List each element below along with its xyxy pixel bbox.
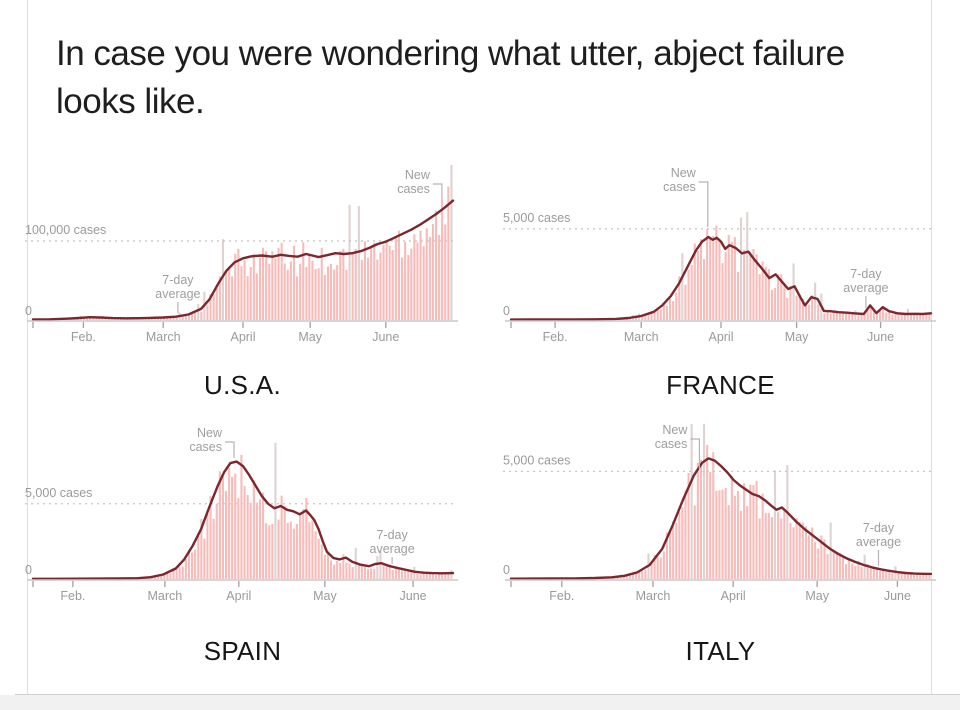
- italy-chart: 5,000 cases 0 Feb. March April May June New case…: [503, 424, 938, 667]
- x-tick-label: April: [721, 589, 746, 603]
- x-tick-label: June: [867, 330, 894, 344]
- daily-new-cases-bars: [539, 424, 931, 579]
- x-tick-label: March: [146, 330, 181, 344]
- x-tick-label: May: [785, 330, 809, 344]
- chart-canvas: 5,000 cases 0 Feb. March April May June New case…: [503, 166, 936, 344]
- france-chart: 5,000 cases 0 Feb. March April May June New case…: [503, 165, 938, 401]
- y-axis-gridline-label: 5,000 cases: [503, 453, 570, 467]
- annotation-connector: [432, 183, 443, 198]
- x-tick-label: June: [884, 589, 911, 603]
- new-cases-label: New cases: [189, 426, 223, 454]
- avg-label: 7-day average: [370, 528, 415, 556]
- chart-canvas: 100,000 cases 0 Feb. March April May June New ca…: [25, 165, 458, 344]
- x-tick-label: March: [624, 330, 659, 344]
- new-cases-label: New cases: [397, 168, 431, 196]
- annotation-connector: [690, 438, 700, 469]
- daily-new-cases-bars: [511, 212, 931, 320]
- y-axis-gridline-label: 100,000 cases: [25, 223, 106, 237]
- y-axis-zero-label: 0: [25, 304, 32, 318]
- seven-day-average-line: [31, 199, 455, 321]
- x-tick-label: April: [226, 589, 251, 603]
- avg-label: 7-day average: [856, 521, 901, 549]
- x-tick-label: April: [230, 330, 255, 344]
- y-axis-gridline-label: 5,000 cases: [503, 211, 570, 225]
- meme-caption: In case you were wondering what utter, a…: [56, 34, 845, 121]
- spain-chart: 5,000 cases 0 Feb. March April May June New case…: [25, 424, 460, 667]
- x-tick-label: Feb.: [60, 589, 85, 603]
- chart-title-france: FRANCE: [666, 370, 775, 400]
- chart-title-italy: ITALY: [685, 636, 756, 666]
- annotation-connector: [698, 181, 709, 227]
- new-cases-label: New cases: [655, 424, 689, 451]
- x-tick-label: May: [805, 589, 829, 603]
- x-tick-label: March: [148, 589, 183, 603]
- avg-label: 7-day average: [843, 267, 888, 295]
- card-right-border: [931, 0, 932, 694]
- x-tick-label: June: [400, 589, 427, 603]
- y-axis-zero-label: 0: [503, 563, 510, 577]
- x-tick-label: April: [708, 330, 733, 344]
- chart-title-usa: U.S.A.: [204, 370, 281, 400]
- seven-day-average-line: [509, 235, 933, 321]
- chart-canvas: 5,000 cases 0 Feb. March April May June New case…: [25, 426, 458, 603]
- daily-new-cases-bars: [36, 165, 453, 320]
- seven-day-average-line: [509, 457, 933, 580]
- x-tick-label: May: [313, 589, 337, 603]
- seven-day-average-line: [31, 460, 455, 580]
- y-axis-gridline-label: 5,000 cases: [25, 486, 92, 500]
- usa-chart: 100,000 cases 0 Feb. March April May June New ca…: [25, 165, 460, 401]
- x-tick-label: Feb.: [71, 330, 96, 344]
- chart-canvas: 5,000 cases 0 Feb. March April May June New case…: [503, 424, 936, 603]
- x-tick-label: Feb.: [549, 589, 574, 603]
- y-axis-zero-label: 0: [503, 304, 510, 318]
- new-cases-label: New cases: [663, 166, 697, 194]
- y-axis-zero-label: 0: [25, 563, 32, 577]
- annotation-connector: [225, 441, 235, 458]
- x-tick-label: March: [636, 589, 671, 603]
- chart-title-spain: SPAIN: [203, 636, 282, 666]
- x-tick-label: May: [298, 330, 322, 344]
- below-card-strip: [0, 695, 960, 710]
- avg-label: 7-day average: [155, 273, 200, 301]
- x-tick-label: Feb.: [543, 330, 568, 344]
- card-left-border: [27, 0, 28, 694]
- card-bottom-border: [15, 694, 960, 695]
- x-tick-label: June: [372, 330, 399, 344]
- daily-new-cases-bars: [70, 442, 453, 579]
